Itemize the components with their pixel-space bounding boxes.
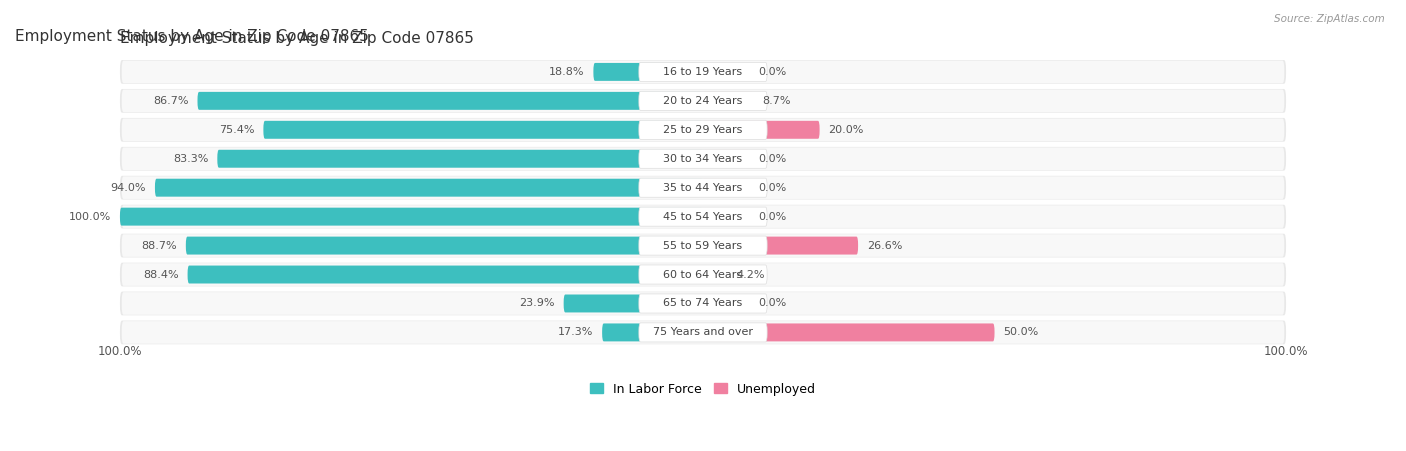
- FancyBboxPatch shape: [638, 120, 768, 139]
- FancyBboxPatch shape: [120, 147, 1286, 170]
- FancyBboxPatch shape: [122, 119, 1284, 141]
- FancyBboxPatch shape: [120, 321, 1286, 344]
- FancyBboxPatch shape: [638, 207, 768, 226]
- Text: 50.0%: 50.0%: [1004, 327, 1039, 337]
- Text: 83.3%: 83.3%: [173, 154, 208, 164]
- FancyBboxPatch shape: [155, 179, 703, 197]
- Text: Employment Status by Age in Zip Code 07865: Employment Status by Age in Zip Code 078…: [15, 28, 368, 44]
- FancyBboxPatch shape: [120, 89, 1286, 113]
- FancyBboxPatch shape: [122, 292, 1284, 315]
- Text: 65 to 74 Years: 65 to 74 Years: [664, 299, 742, 308]
- Legend: In Labor Force, Unemployed: In Labor Force, Unemployed: [585, 377, 821, 400]
- FancyBboxPatch shape: [638, 294, 768, 313]
- FancyBboxPatch shape: [638, 91, 768, 110]
- FancyBboxPatch shape: [122, 205, 1284, 228]
- Text: 88.4%: 88.4%: [143, 270, 179, 280]
- FancyBboxPatch shape: [122, 176, 1284, 199]
- Text: 94.0%: 94.0%: [111, 183, 146, 193]
- Text: 16 to 19 Years: 16 to 19 Years: [664, 67, 742, 77]
- Text: 25 to 29 Years: 25 to 29 Years: [664, 125, 742, 135]
- Text: 20.0%: 20.0%: [828, 125, 863, 135]
- FancyBboxPatch shape: [122, 60, 1284, 83]
- FancyBboxPatch shape: [638, 149, 768, 168]
- Text: 55 to 59 Years: 55 to 59 Years: [664, 240, 742, 251]
- Text: 75.4%: 75.4%: [219, 125, 254, 135]
- Text: 0.0%: 0.0%: [758, 154, 786, 164]
- Text: 0.0%: 0.0%: [758, 67, 786, 77]
- FancyBboxPatch shape: [703, 237, 858, 254]
- Text: Source: ZipAtlas.com: Source: ZipAtlas.com: [1274, 14, 1385, 23]
- FancyBboxPatch shape: [703, 121, 820, 139]
- Text: 45 to 54 Years: 45 to 54 Years: [664, 212, 742, 221]
- FancyBboxPatch shape: [263, 121, 703, 139]
- FancyBboxPatch shape: [122, 321, 1284, 344]
- FancyBboxPatch shape: [122, 263, 1284, 286]
- FancyBboxPatch shape: [703, 63, 749, 81]
- FancyBboxPatch shape: [564, 295, 703, 313]
- Text: 23.9%: 23.9%: [519, 299, 555, 308]
- FancyBboxPatch shape: [120, 262, 1286, 286]
- FancyBboxPatch shape: [638, 62, 768, 82]
- Text: 75 Years and over: 75 Years and over: [652, 327, 754, 337]
- Text: Employment Status by Age in Zip Code 07865: Employment Status by Age in Zip Code 078…: [120, 31, 474, 46]
- FancyBboxPatch shape: [638, 323, 768, 342]
- Text: 35 to 44 Years: 35 to 44 Years: [664, 183, 742, 193]
- Text: 18.8%: 18.8%: [550, 67, 585, 77]
- FancyBboxPatch shape: [120, 292, 1286, 315]
- FancyBboxPatch shape: [197, 92, 703, 110]
- Text: 100.0%: 100.0%: [97, 345, 142, 358]
- FancyBboxPatch shape: [122, 147, 1284, 170]
- FancyBboxPatch shape: [187, 266, 703, 284]
- Text: 30 to 34 Years: 30 to 34 Years: [664, 154, 742, 164]
- Text: 20 to 24 Years: 20 to 24 Years: [664, 96, 742, 106]
- FancyBboxPatch shape: [703, 295, 749, 313]
- Text: 8.7%: 8.7%: [762, 96, 792, 106]
- FancyBboxPatch shape: [120, 118, 1286, 142]
- Text: 17.3%: 17.3%: [558, 327, 593, 337]
- Text: 0.0%: 0.0%: [758, 212, 786, 221]
- FancyBboxPatch shape: [120, 176, 1286, 199]
- FancyBboxPatch shape: [602, 323, 703, 341]
- FancyBboxPatch shape: [638, 236, 768, 255]
- FancyBboxPatch shape: [122, 90, 1284, 112]
- FancyBboxPatch shape: [593, 63, 703, 81]
- FancyBboxPatch shape: [703, 207, 749, 226]
- FancyBboxPatch shape: [122, 234, 1284, 257]
- Text: 100.0%: 100.0%: [69, 212, 111, 221]
- Text: 26.6%: 26.6%: [868, 240, 903, 251]
- FancyBboxPatch shape: [638, 265, 768, 284]
- FancyBboxPatch shape: [703, 150, 749, 168]
- FancyBboxPatch shape: [703, 179, 749, 197]
- Text: 0.0%: 0.0%: [758, 183, 786, 193]
- FancyBboxPatch shape: [120, 60, 1286, 84]
- FancyBboxPatch shape: [120, 205, 1286, 229]
- FancyBboxPatch shape: [120, 234, 1286, 258]
- Text: 100.0%: 100.0%: [1264, 345, 1309, 358]
- Text: 0.0%: 0.0%: [758, 299, 786, 308]
- FancyBboxPatch shape: [186, 237, 703, 254]
- FancyBboxPatch shape: [120, 207, 703, 226]
- Text: 86.7%: 86.7%: [153, 96, 188, 106]
- FancyBboxPatch shape: [703, 323, 994, 341]
- FancyBboxPatch shape: [218, 150, 703, 168]
- FancyBboxPatch shape: [638, 178, 768, 197]
- Text: 60 to 64 Years: 60 to 64 Years: [664, 270, 742, 280]
- FancyBboxPatch shape: [703, 266, 727, 284]
- Text: 4.2%: 4.2%: [737, 270, 765, 280]
- Text: 88.7%: 88.7%: [142, 240, 177, 251]
- FancyBboxPatch shape: [703, 92, 754, 110]
